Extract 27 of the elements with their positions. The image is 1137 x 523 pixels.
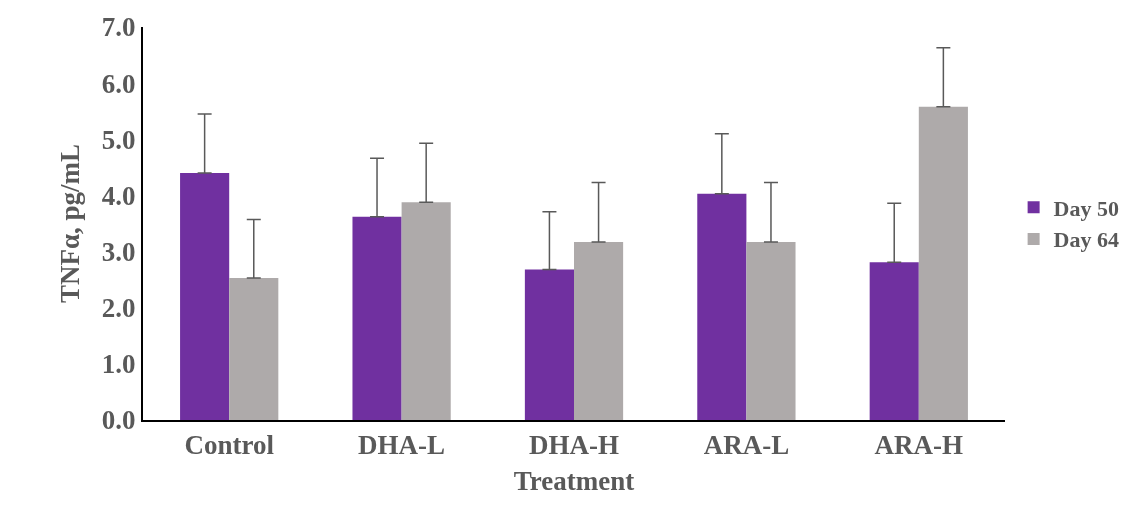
x-axis-title: Treatment	[513, 466, 635, 497]
y-tick-label: 0.0	[101, 405, 136, 436]
bar	[697, 193, 747, 420]
y-tick-label: 6.0	[101, 68, 136, 99]
x-tick-label: ARA-L	[703, 430, 790, 461]
bar	[229, 277, 279, 420]
legend-label: Day 50	[1053, 195, 1120, 221]
y-tick-label: 2.0	[101, 293, 136, 324]
bar	[180, 172, 230, 420]
y-tick-label: 5.0	[101, 124, 136, 155]
bar	[869, 262, 919, 420]
bar	[401, 202, 451, 420]
y-tick-label: 3.0	[101, 237, 136, 268]
bar	[524, 269, 574, 420]
x-tick-label: Control	[184, 430, 275, 461]
y-axis-title: TNFα, pg/mL	[55, 143, 86, 304]
y-tick-label: 4.0	[101, 180, 136, 211]
legend-label: Day 64	[1053, 227, 1120, 253]
x-tick-label: DHA-H	[529, 430, 619, 461]
y-tick-label: 7.0	[101, 12, 136, 43]
bar	[574, 242, 624, 420]
x-tick-label: DHA-L	[358, 430, 446, 461]
x-tick-label: ARA-H	[874, 430, 964, 461]
y-tick-label: 1.0	[101, 349, 136, 380]
bar	[746, 242, 796, 420]
bar	[352, 216, 402, 420]
bar	[918, 106, 968, 420]
